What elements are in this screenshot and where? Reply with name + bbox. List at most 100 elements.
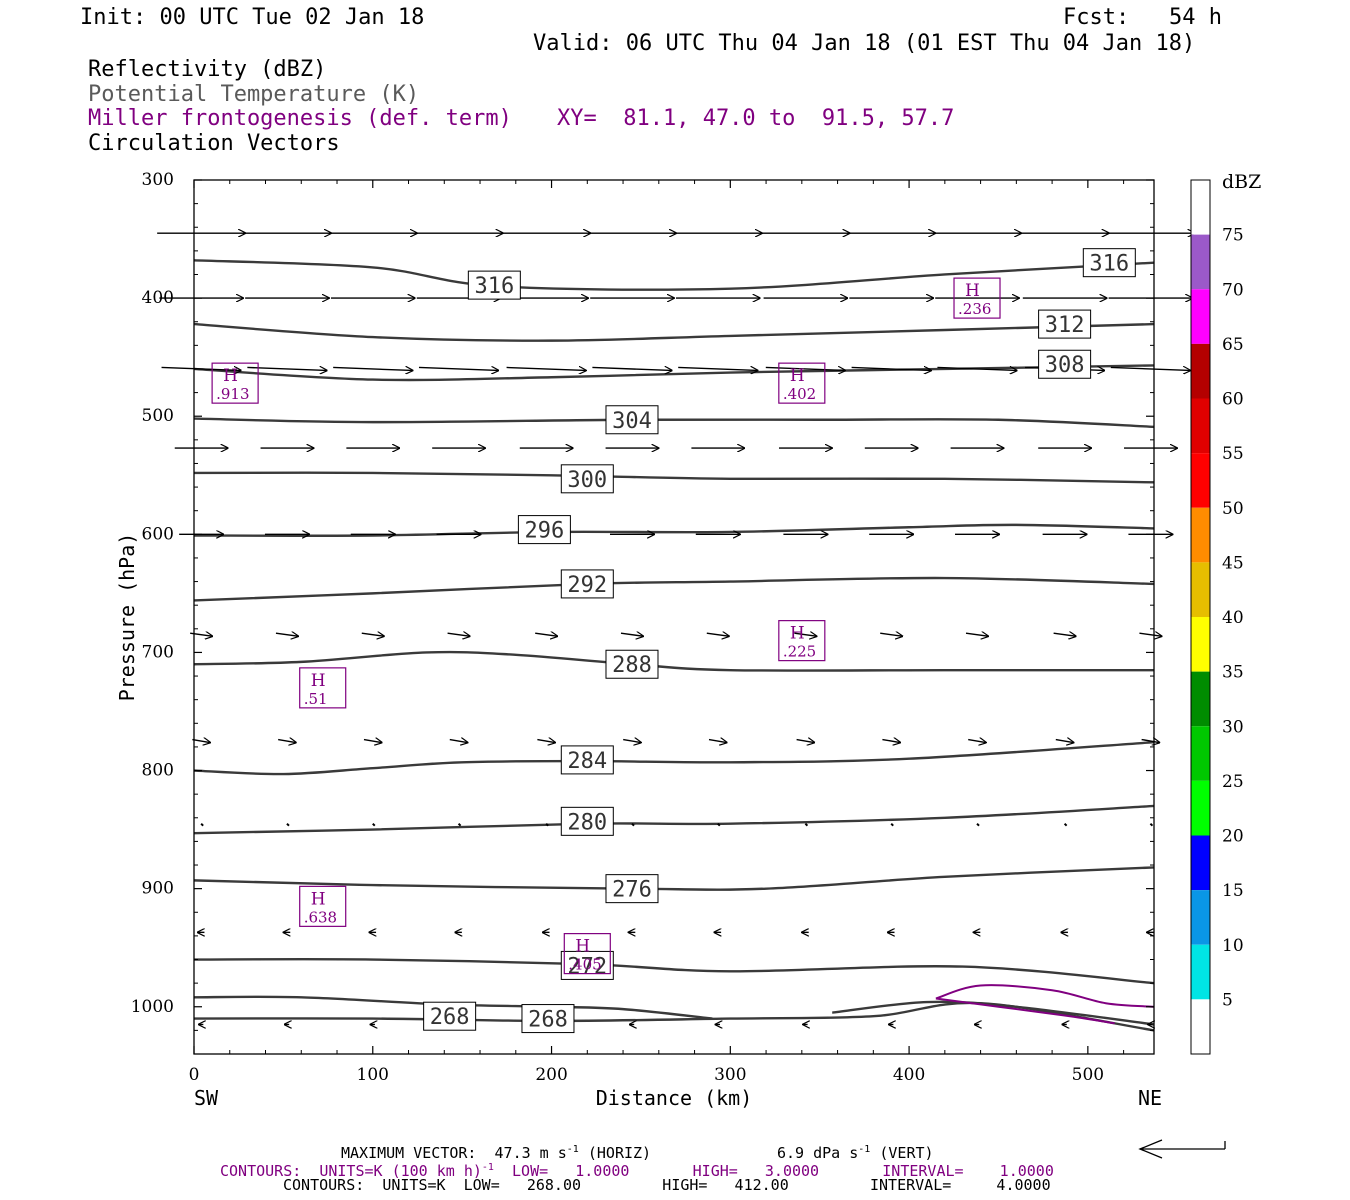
circulation-vector: [361, 633, 384, 636]
circulation-vector: [623, 740, 641, 743]
frontogenesis-high-box: [299, 667, 347, 709]
circulation-vector: [449, 740, 468, 743]
colorbar-label: 50: [1222, 499, 1244, 519]
circulation-vector: [592, 367, 671, 370]
contour-label: 316: [1089, 252, 1129, 277]
circulation-vector: [794, 633, 816, 636]
contours-front-a: CONTOURS: UNITS=K (100 km h): [220, 1162, 482, 1180]
colorbar-label: 5: [1222, 990, 1233, 1010]
circulation-vector: [247, 367, 326, 370]
circulation-vector: [1055, 740, 1074, 743]
contour-label-box: [560, 745, 614, 775]
colorbar-segment: [1191, 890, 1210, 945]
frontogenesis-high-value: .51: [304, 690, 328, 708]
y-tick-label: 500: [142, 406, 174, 426]
contour-labels: 316 316 312 308 304 300 296 292 288 284 280 276 272 2…: [423, 248, 1136, 1034]
theta-contour: [193, 417, 1155, 429]
theta-contour: [193, 804, 1155, 835]
contour-label: 268: [430, 1005, 470, 1030]
y-tick-label: 400: [142, 288, 174, 308]
circulation-vector: [678, 367, 757, 370]
colorbar-frame: [1190, 179, 1211, 1055]
frontogenesis-high-marker: H: [223, 366, 238, 386]
circulation-vector: [286, 822, 290, 827]
contour-label-box: [560, 806, 614, 836]
x-tick-label: 100: [357, 1065, 389, 1085]
circulation-vector: [1139, 633, 1161, 636]
circulation-vector: [161, 367, 241, 370]
contours-front-b: LOW= 1.0000 HIGH= 3.0000 INTERVAL= 1.000…: [493, 1162, 1054, 1180]
circulation-vector: [418, 367, 498, 370]
theta-contour: [193, 995, 713, 1020]
contour-label-box: [423, 1001, 477, 1031]
contour-label-box: [605, 649, 659, 679]
frontogenesis-contours: [935, 984, 1155, 1025]
frontogenesis-high-marker: H: [311, 671, 326, 691]
contour-label-box: [517, 515, 571, 545]
colorbar-label: 25: [1222, 772, 1244, 792]
footer-max-vector: MAXIMUM VECTOR: 47.3 m s-1 (HORIZ): [341, 1141, 651, 1162]
max-vector-horiz: MAXIMUM VECTOR: 47.3 m s: [341, 1144, 567, 1162]
circulation-vector: [506, 367, 586, 370]
colorbar-label: 35: [1222, 663, 1244, 683]
contour-label: 288: [612, 653, 652, 678]
contour-label: 284: [567, 749, 607, 774]
colorbar-label: 45: [1222, 553, 1244, 573]
circulation-vector: [708, 740, 727, 743]
x-end-label-right: NE: [1138, 1086, 1162, 1110]
x-tick-label: 300: [714, 1065, 746, 1085]
circulation-vector: [275, 633, 298, 636]
contour-label-box: [1038, 309, 1092, 339]
colorbar-label: 10: [1222, 936, 1244, 956]
colorbar-segment: [1191, 835, 1210, 891]
contour-label: 276: [612, 878, 652, 903]
circulation-vector: [976, 822, 980, 827]
circulation-vector: [880, 633, 902, 636]
colorbar-segment: [1191, 617, 1210, 672]
colorbar-label: 40: [1222, 608, 1244, 628]
circulation-vector: [333, 367, 412, 370]
footer-contours-frontogenesis: CONTOURS: UNITS=K (100 km h)-1 LOW= 1.00…: [220, 1159, 1054, 1180]
colorbar-label: 30: [1222, 717, 1244, 737]
y-tick-label: 600: [142, 524, 174, 544]
circulation-vector: [631, 822, 635, 827]
circulation-vector: [447, 633, 470, 636]
circulation-vector: [457, 822, 462, 827]
theta-contour: [193, 576, 1155, 602]
max-vector-vert-tail: (VERT): [870, 1144, 934, 1162]
circulation-vector: [851, 367, 931, 370]
colorbar-label: 70: [1222, 280, 1244, 300]
contour-label: 312: [1045, 313, 1085, 338]
circulation-vector: [890, 822, 894, 827]
contour-label-box: [560, 464, 614, 494]
circulation-vector: [545, 822, 549, 827]
y-tick-label: 700: [142, 642, 174, 662]
circulation-vector: [796, 740, 815, 743]
colorbar-segment: [1191, 726, 1210, 781]
colorbar-unit: dBZ: [1222, 171, 1261, 193]
contour-label: 316: [474, 274, 514, 299]
x-tick-label: 400: [893, 1065, 925, 1085]
frontogenesis-high-marker: H: [311, 889, 326, 909]
circulation-vector: [804, 822, 809, 827]
colorbar-segment: [1191, 671, 1210, 727]
theta-contours: [193, 259, 1155, 1032]
colorbar-segment: [1191, 944, 1210, 1000]
contour-label: 292: [567, 573, 607, 598]
contour-label-box: [560, 569, 614, 599]
plot-frame: [193, 179, 1155, 1055]
contour-label: 304: [612, 409, 652, 434]
theta-contour: [193, 471, 1155, 484]
contour-label: 296: [525, 519, 565, 544]
colorbar-segment: [1191, 999, 1210, 1054]
y-tick-label: 1000: [131, 997, 174, 1017]
max-vector-arrow: [1138, 1139, 1226, 1159]
colorbar-label: 65: [1222, 335, 1244, 355]
colorbar-label: 55: [1222, 444, 1244, 464]
colorbar-segment: [1191, 453, 1210, 508]
circulation-vector: [278, 740, 296, 743]
circulation-vector: [965, 633, 988, 636]
header-fcst: Fcst: 54 h: [1063, 5, 1222, 30]
